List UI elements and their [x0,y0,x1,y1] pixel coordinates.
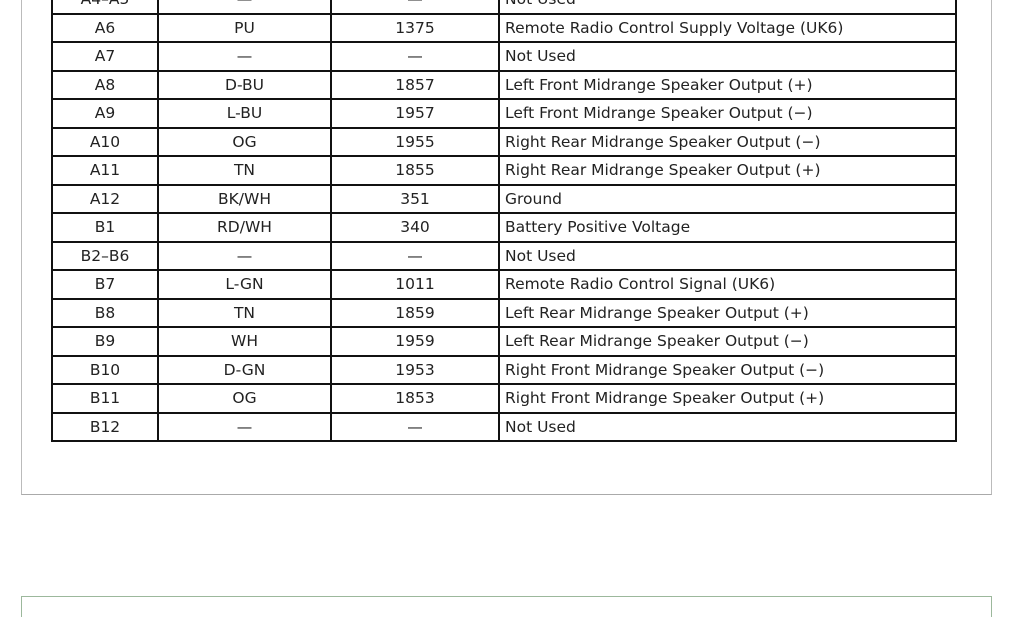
function: Right Rear Midrange Speaker Output (+) [498,155,957,186]
function: Right Rear Midrange Speaker Output (−) [498,126,957,157]
function: Left Front Midrange Speaker Output (+) [498,69,957,100]
table-row: A11 TN 1855 Right Rear Midrange Speaker Out… [51,155,957,186]
function: Right Front Midrange Speaker Output (+) [498,383,957,414]
circuit-number: 1859 [330,297,500,328]
circuit-number: 1959 [330,326,500,357]
pin: A10 [51,126,159,157]
table-row: A9 L-BU 1957 Left Front Midrange Speaker Ou… [51,98,957,129]
function: Remote Radio Control Signal (UK6) [498,269,957,300]
wire-color: L-GN [157,269,332,300]
table-row: A8 D-BU 1857 Left Front Midrange Speaker Ou… [51,69,957,100]
pin: A12 [51,183,159,214]
wire-color: D-BU [157,69,332,100]
table-row: B2–B6— — Not Used [51,240,957,271]
wire-color: — [157,240,332,271]
pin: A4–A5 [51,0,159,15]
pin: B10 [51,354,159,385]
function: Not Used [498,41,957,72]
wire-color: TN [157,155,332,186]
table-row: A7— — Not Used [51,41,957,72]
wire-color: L-BU [157,98,332,129]
function: Left Rear Midrange Speaker Output (−) [498,326,957,357]
circuit-number: 1857 [330,69,500,100]
pin: A8 [51,69,159,100]
table-row: B7 L-GN 1011 Remote Radio Control Signal (U… [51,269,957,300]
pin: B8 [51,297,159,328]
pin: B11 [51,383,159,414]
table-row: A10 OG 1955 Right Rear Midrange Speaker Out… [51,126,957,157]
wire-color: OG [157,126,332,157]
pin: A9 [51,98,159,129]
pin: B1 [51,212,159,243]
wire-color: BK/WH [157,183,332,214]
circuit-number: — [330,411,500,442]
function: Not Used [498,0,957,15]
table-row: B11 OG 1853 Right Front Midrange Speaker Ou… [51,383,957,414]
function: Ground [498,183,957,214]
circuit-number: — [330,41,500,72]
table-row: A12 BK/WH 351 Ground [51,183,957,214]
table-row: B1 RD/WH 340 Battery Positive Voltage [51,212,957,243]
table-row: A6 PU 1375 Remote Radio Control Supply Volt… [51,12,957,43]
pin: A7 [51,41,159,72]
panel [21,0,992,495]
function: Left Front Midrange Speaker Output (−) [498,98,957,129]
panel [21,596,992,617]
pin: B2–B6 [51,240,159,271]
wire-color: RD/WH [157,212,332,243]
circuit-number: 1955 [330,126,500,157]
circuit-number: — [330,0,500,15]
table-row: B10 D-GN 1953 Right Front Midrange Speaker … [51,354,957,385]
function: Not Used [498,240,957,271]
wire-color: TN [157,297,332,328]
circuit-number: 351 [330,183,500,214]
circuit-number: 1375 [330,12,500,43]
circuit-number: 1953 [330,354,500,385]
table-row: A4–A5——Not Used [51,0,957,15]
pin: B12 [51,411,159,442]
function: Right Front Midrange Speaker Output (−) [498,354,957,385]
wire-color: — [157,411,332,442]
circuit-number: 1011 [330,269,500,300]
table-row: B9 WH 1959 Left Rear Midrange Speaker Outpu… [51,326,957,357]
function: Battery Positive Voltage [498,212,957,243]
table-row: B8 TN 1859 Left Rear Midrange Speaker Outpu… [51,297,957,328]
wire-color: — [157,41,332,72]
function: Left Rear Midrange Speaker Output (+) [498,297,957,328]
table-row: B12— — Not Used [51,411,957,442]
pin: B7 [51,269,159,300]
circuit-number: 340 [330,212,500,243]
circuit-number: 1855 [330,155,500,186]
wire-color: OG [157,383,332,414]
wire-color: — [157,0,332,15]
circuit-number: 1853 [330,383,500,414]
table-body: A4–A5——Not UsedA6PU1375Remote Radio Cont… [51,0,957,442]
wire-color: PU [157,12,332,43]
pin: B9 [51,326,159,357]
pin: A11 [51,155,159,186]
function: Not Used [498,411,957,442]
circuit-number: 1957 [330,98,500,129]
function: Remote Radio Control Supply Voltage (UK6… [498,12,957,43]
circuit-number: — [330,240,500,271]
wire-color: WH [157,326,332,357]
pin: A6 [51,12,159,43]
wire-color: D-GN [157,354,332,385]
page: A4–A5——Not UsedA6PU1375Remote Radio Cont… [21,0,992,617]
connector-table: A4–A5——Not UsedA6PU1375Remote Radio Cont… [51,0,957,442]
